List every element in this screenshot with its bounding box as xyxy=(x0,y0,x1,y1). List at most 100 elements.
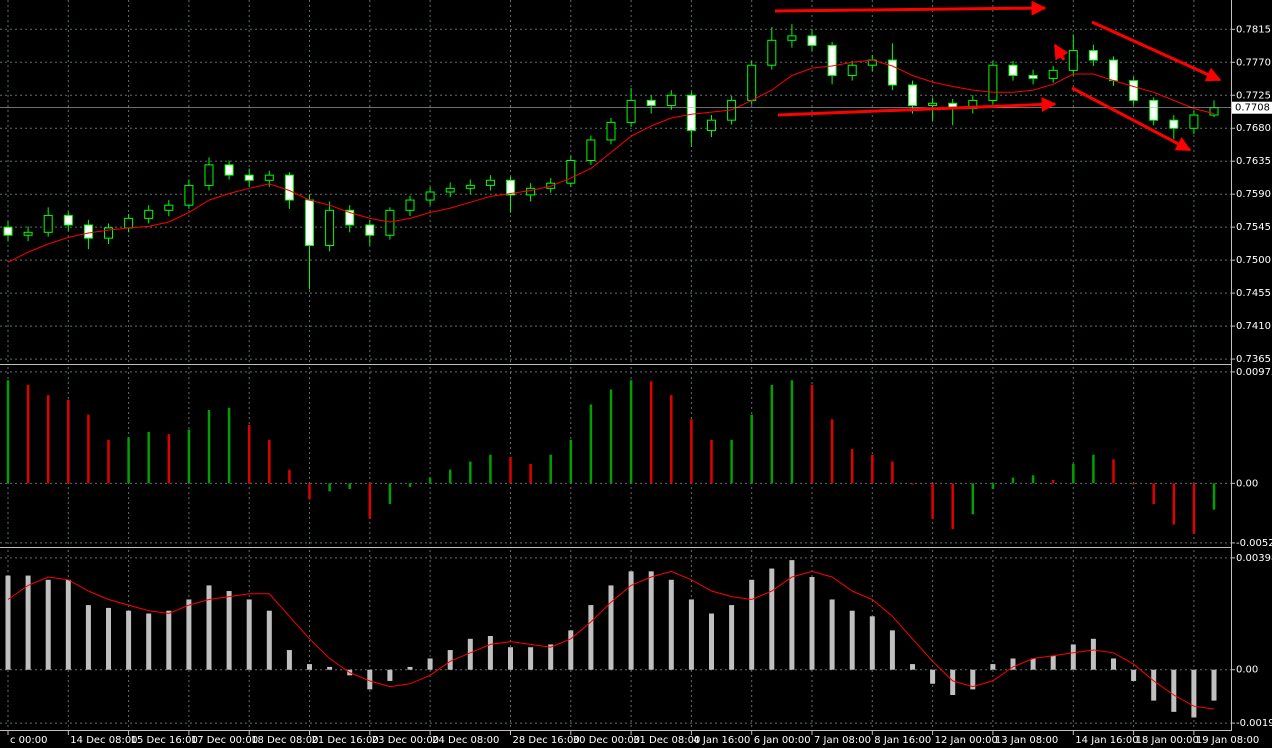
last-price-label: 0.7708 xyxy=(1235,103,1270,114)
y-tick-label: 0.7680 xyxy=(1236,123,1271,134)
bar xyxy=(206,585,212,670)
bar xyxy=(1090,638,1096,670)
x-tick-label: 19 Jan 08:00 xyxy=(1196,735,1259,746)
bar xyxy=(950,669,956,695)
y-tick-label: -0.0019 xyxy=(1236,718,1272,729)
candle-body xyxy=(1048,69,1058,79)
bar xyxy=(1191,669,1197,718)
x-tick-label: c 00:00 xyxy=(10,735,48,746)
bar xyxy=(226,591,232,670)
bar xyxy=(628,571,634,670)
candle-body xyxy=(325,209,335,246)
arrow xyxy=(774,0,1047,16)
candle-body xyxy=(184,184,194,206)
bar xyxy=(5,575,11,670)
bar xyxy=(166,610,172,670)
candle-body xyxy=(646,99,656,107)
candle-body xyxy=(767,39,777,66)
bar xyxy=(508,647,513,670)
bar xyxy=(266,610,272,670)
bar xyxy=(387,669,393,681)
candle-body xyxy=(104,227,113,239)
arrow xyxy=(1053,43,1069,61)
candle-body xyxy=(204,164,214,186)
x-tick-label: 24 Dec 08:00 xyxy=(432,735,499,746)
candle-body xyxy=(1149,99,1159,121)
bar xyxy=(608,585,614,670)
bar xyxy=(106,607,111,670)
bar xyxy=(1010,658,1016,670)
y-tick-label: 0.7500 xyxy=(1236,255,1271,266)
bar xyxy=(85,605,91,670)
candle-body xyxy=(23,231,33,236)
candle-body xyxy=(887,59,897,86)
bar xyxy=(970,669,976,690)
bar xyxy=(910,664,915,670)
line-series xyxy=(7,570,1215,710)
candle-body xyxy=(807,35,817,46)
bar xyxy=(65,579,71,670)
bar xyxy=(427,658,433,670)
bar xyxy=(1111,658,1116,670)
candle-body xyxy=(988,64,998,101)
y-tick-label: 0.7815 xyxy=(1236,24,1271,35)
bar xyxy=(849,610,855,670)
x-tick-label: 7 Jan 08:00 xyxy=(814,735,871,746)
candle-body xyxy=(566,159,576,184)
bar xyxy=(286,650,292,670)
candle-body xyxy=(3,226,13,236)
candle-body xyxy=(686,94,696,131)
y-tick-label: 0.00 xyxy=(1236,478,1258,489)
bar xyxy=(487,635,493,670)
candle-body xyxy=(1109,59,1118,82)
bar xyxy=(467,638,473,670)
bar xyxy=(789,560,795,670)
y-tick-label: 0.7455 xyxy=(1236,288,1271,299)
candle-body xyxy=(284,174,294,201)
y-tick-label: 0.7365 xyxy=(1236,354,1271,365)
y-tick-label: 0.00973 xyxy=(1236,367,1272,378)
bar xyxy=(1151,669,1157,701)
x-tick-label: 23 Dec 00:00 xyxy=(372,735,439,746)
candle-body xyxy=(244,174,254,181)
candle-body xyxy=(83,224,93,239)
candle-body xyxy=(465,184,475,189)
candle-body xyxy=(506,179,515,196)
bar xyxy=(588,605,594,670)
y-tick-label: 0.7590 xyxy=(1236,189,1271,200)
bar xyxy=(126,610,132,670)
bar xyxy=(327,666,333,670)
candle-body xyxy=(928,102,938,107)
x-tick-label: 13 Jan 08:00 xyxy=(995,735,1058,746)
bar xyxy=(668,579,674,670)
x-tick-label: 31 Dec 08:00 xyxy=(633,735,700,746)
x-tick-label: 14 Dec 08:00 xyxy=(70,735,137,746)
bar xyxy=(407,666,413,670)
bar xyxy=(729,605,735,670)
arrow xyxy=(777,97,1057,117)
frame xyxy=(0,0,1232,731)
candle-body xyxy=(606,121,616,141)
candle-body xyxy=(747,64,757,101)
x-tick-label: 8 Jan 16:00 xyxy=(874,735,931,746)
candle-body xyxy=(1068,50,1078,71)
candle-body xyxy=(144,209,154,219)
candle-body xyxy=(1129,80,1139,101)
x-tick-label: 28 Dec 16:00 xyxy=(513,735,580,746)
bar xyxy=(1050,655,1056,670)
line-series xyxy=(7,59,1215,263)
candle-body xyxy=(1169,119,1179,129)
bar xyxy=(990,664,996,670)
candle-body xyxy=(425,191,435,201)
candle-body xyxy=(1209,107,1219,116)
x-tick-label: 4 Jan 16:00 xyxy=(693,735,750,746)
bar xyxy=(889,630,895,670)
y-tick-label: 0.7770 xyxy=(1236,57,1271,68)
candle-body xyxy=(1028,74,1038,79)
candle-body xyxy=(1088,50,1098,61)
candle-body xyxy=(264,174,274,181)
candle-body xyxy=(485,179,495,186)
candle-body xyxy=(707,119,716,131)
